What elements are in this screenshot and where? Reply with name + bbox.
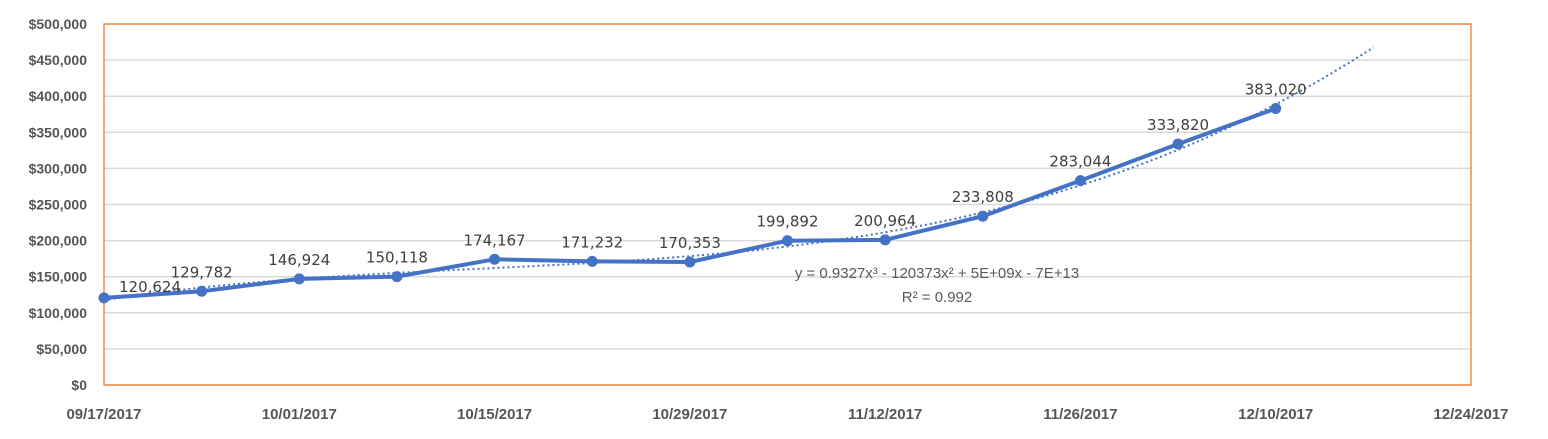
x-tick-label: 12/10/2017 [1238, 406, 1313, 423]
data-label: 174,167 [464, 231, 526, 249]
data-label: 150,118 [366, 249, 428, 267]
y-tick-label: $50,000 [36, 341, 87, 357]
data-label: 120,624 [119, 278, 181, 296]
data-point [391, 271, 403, 283]
y-tick-label: $500,000 [29, 16, 88, 32]
data-point [196, 285, 208, 297]
data-point [977, 210, 989, 222]
data-point [684, 256, 696, 268]
x-tick-label: 12/24/2017 [1433, 406, 1508, 423]
data-label: 333,820 [1147, 116, 1209, 134]
data-label: 233,808 [952, 188, 1014, 206]
data-point [489, 253, 501, 265]
trendline-equation: y = 0.9327x³ - 120373x² + 5E+09x - 7E+13 [795, 265, 1079, 282]
x-tick-label: 11/12/2017 [848, 406, 922, 423]
y-tick-label: $250,000 [29, 197, 88, 213]
data-point [293, 273, 305, 285]
data-point [782, 235, 793, 247]
y-tick-label: $150,000 [29, 269, 88, 285]
data-label: 129,782 [171, 263, 233, 281]
x-tick-label: 11/26/2017 [1043, 406, 1117, 423]
data-label: 383,020 [1245, 80, 1307, 98]
y-tick-label: $0 [71, 377, 87, 393]
gridlines [104, 23, 1471, 386]
data-label: 171,232 [561, 233, 623, 251]
series-line [103, 106, 1277, 300]
data-point [1074, 175, 1086, 187]
data-point [98, 292, 110, 304]
data-label: 200,964 [854, 212, 916, 230]
data-point [1172, 138, 1184, 150]
y-axis-ticks: $0 $50,000 $100,000 $150,000 $200,000 $250,00… [29, 16, 88, 393]
x-tick-label: 10/29/2017 [652, 406, 727, 423]
y-tick-label: $300,000 [29, 160, 88, 176]
data-point [879, 234, 891, 246]
trendline-r-squared: R² = 0.992 [902, 289, 972, 306]
data-label: 170,353 [659, 234, 721, 252]
y-tick-label: $400,000 [29, 88, 88, 104]
data-label: 283,044 [1049, 153, 1111, 171]
series-markers [98, 102, 1282, 304]
plot-area-border [103, 23, 1472, 386]
data-label: 146,924 [268, 251, 330, 269]
y-tick-label: $350,000 [29, 124, 88, 140]
x-tick-label: 09/17/2017 [66, 406, 141, 423]
y-tick-label: $200,000 [29, 233, 88, 249]
data-point [1270, 102, 1282, 114]
x-axis-ticks: 09/17/2017 10/01/2017 10/15/2017 10/29/2017… [66, 406, 1508, 423]
x-tick-label: 10/01/2017 [262, 406, 337, 423]
y-tick-label: $450,000 [29, 52, 88, 68]
y-tick-label: $100,000 [29, 305, 88, 321]
data-point [586, 255, 598, 267]
x-tick-label: 10/15/2017 [457, 406, 532, 423]
data-label: 199,892 [756, 213, 818, 231]
